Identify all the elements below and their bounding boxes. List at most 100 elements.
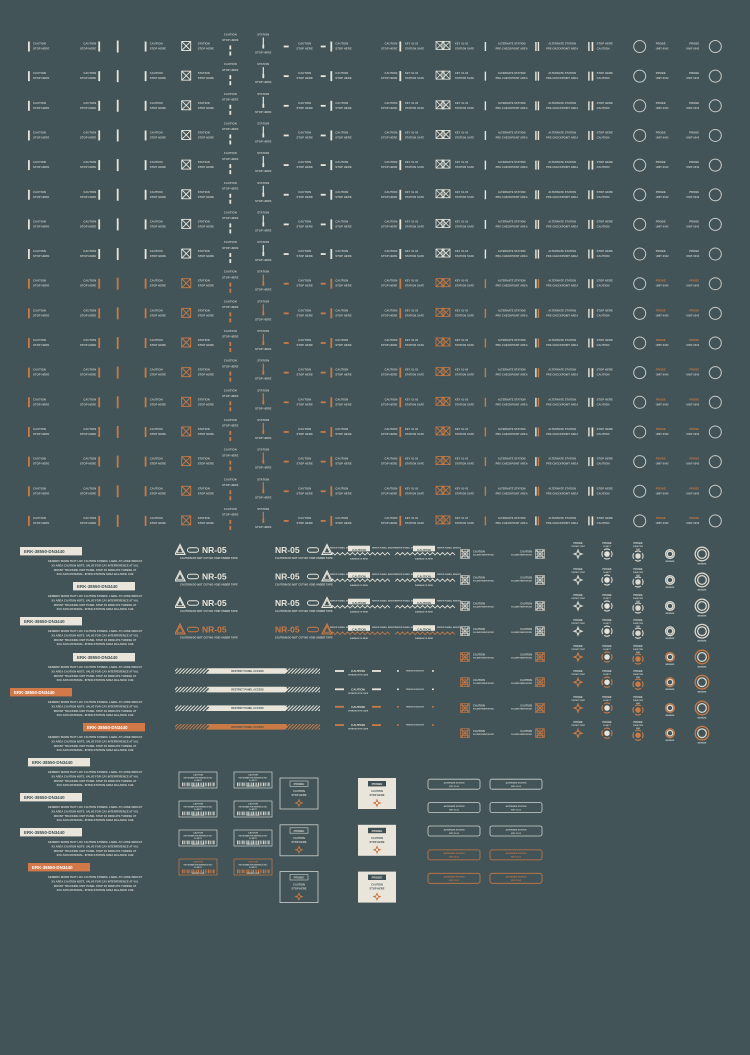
- svg-text:CAUTION: CAUTION: [83, 368, 96, 372]
- svg-text:SOLDER REINFORCED: SOLDER REINFORCED: [473, 632, 495, 634]
- svg-text:NR-05: NR-05: [275, 598, 300, 608]
- svg-text:DAMAGE IS RISK: DAMAGE IS RISK: [415, 611, 434, 614]
- svg-text:ERK-38550-DN3440: ERK-38550-DN3440: [32, 865, 73, 870]
- svg-text:PROBE: PROBE: [602, 669, 611, 673]
- svg-text:DAMAGE IS RISK: DAMAGE IS RISK: [350, 637, 369, 640]
- svg-text:KEY 01-03: KEY 01-03: [455, 339, 469, 342]
- svg-text:CAUTION: CAUTION: [597, 343, 610, 347]
- svg-text:STATION: STATION: [198, 486, 210, 490]
- svg-text:UNIT-0042: UNIT-0042: [656, 374, 669, 377]
- svg-text:PRE-CHECKPOINT AREA: PRE-CHECKPOINT AREA: [496, 255, 528, 258]
- svg-text:ALTERNATE STATION: ALTERNATE STATION: [498, 339, 526, 342]
- svg-text:STOP HERE: STOP HERE: [150, 135, 166, 139]
- svg-text:PRE-CHECKPOINT AREA: PRE-CHECKPOINT AREA: [546, 433, 578, 436]
- svg-text:KEY 01-03: KEY 01-03: [449, 880, 460, 882]
- svg-text:XX AREA CAUTION NOTE. VALVE FO: XX AREA CAUTION NOTE. VALVE FOR CAY INTE…: [51, 669, 139, 673]
- svg-text:MOUNT TRACKING UNIT PANEL STEP: MOUNT TRACKING UNIT PANEL STEP XX INDICA…: [54, 744, 137, 748]
- svg-text:ERK-38550-DN3440: ERK-38550-DN3440: [77, 584, 118, 589]
- svg-text:ALTERNATE STATION: ALTERNATE STATION: [548, 517, 576, 520]
- svg-text:STOP HERE: STOP HERE: [381, 373, 397, 377]
- svg-text:CAUTION: CAUTION: [335, 71, 348, 75]
- svg-text:STOP HERE: STOP HERE: [222, 305, 238, 309]
- svg-text:CAUTION: CAUTION: [33, 219, 46, 223]
- svg-text:CAUTION DO NOT CUT-NO VOID UND: CAUTION DO NOT CUT-NO VOID UNDER TAPE: [180, 556, 238, 560]
- svg-text:PROBE: PROBE: [656, 42, 666, 46]
- svg-text:STOP HERE: STOP HERE: [381, 47, 397, 51]
- svg-text:ALTERNATE STATION: ALTERNATE STATION: [498, 220, 526, 223]
- svg-text:STATION SAFE: STATION SAFE: [405, 314, 424, 317]
- svg-text:STATION: STATION: [257, 121, 269, 125]
- svg-text:CAUTION: CAUTION: [83, 42, 96, 46]
- svg-text:CAUTION: CAUTION: [351, 687, 365, 691]
- svg-text:STATION: STATION: [257, 210, 269, 214]
- svg-text:CAUTION: CAUTION: [224, 448, 237, 452]
- svg-text:STOP HERE: STOP HERE: [297, 313, 313, 317]
- svg-text:STOP HERE: STOP HERE: [222, 186, 238, 190]
- svg-text:VERIFIED 11-2025: VERIFIED 11-2025: [192, 873, 205, 875]
- svg-text:MOUNT TRACKING UNIT PANEL STEP: MOUNT TRACKING UNIT PANEL STEP XX INDICA…: [54, 603, 137, 607]
- svg-text:STOP HERE: STOP HERE: [335, 373, 351, 377]
- svg-text:PRE-CHECKPOINT AREA: PRE-CHECKPOINT AREA: [546, 374, 578, 377]
- svg-text:UNIT-0042: UNIT-0042: [656, 433, 669, 436]
- svg-text:KEY 01-03: KEY 01-03: [511, 880, 522, 882]
- svg-text:CAUTION: CAUTION: [473, 627, 485, 631]
- svg-text:STOP HERE: STOP HERE: [381, 402, 397, 406]
- svg-text:NR-05: NR-05: [202, 625, 227, 635]
- svg-text:CAUTION DO NOT CUT-NO VOID UND: CAUTION DO NOT CUT-NO VOID UNDER TAPE: [180, 583, 238, 587]
- svg-text:NR-05: NR-05: [202, 545, 227, 555]
- svg-text:STOP HERE: STOP HERE: [255, 466, 271, 470]
- svg-text:STATION SAFE: STATION SAFE: [405, 463, 424, 466]
- svg-text:STOP HERE: STOP HERE: [370, 793, 385, 797]
- svg-text:CAUTION: CAUTION: [417, 627, 431, 631]
- svg-text:STOP HERE: STOP HERE: [198, 373, 214, 377]
- svg-text:CAUTION: CAUTION: [384, 101, 397, 105]
- svg-text:CAUTION: CAUTION: [384, 457, 397, 461]
- svg-text:CAUTION: CAUTION: [371, 883, 383, 887]
- svg-text:STOP HERE: STOP HERE: [150, 402, 166, 406]
- svg-text:CAUTION: CAUTION: [384, 308, 397, 312]
- svg-text:CAUTION: CAUTION: [33, 368, 46, 372]
- svg-text:UNIT-0042: UNIT-0042: [656, 285, 669, 288]
- svg-text:SOLDER REINFORCED: SOLDER REINFORCED: [511, 581, 533, 583]
- svg-text:PLANE TRIG: PLANE TRIG: [633, 545, 644, 548]
- svg-text:CAUTION: CAUTION: [150, 101, 163, 105]
- svg-text:SCAN PT: SCAN PT: [603, 724, 611, 727]
- svg-text:RESTRICT PANEL ACCESS: RESTRICT PANEL ACCESS: [231, 707, 264, 710]
- svg-text:CAUTION: CAUTION: [83, 279, 96, 283]
- svg-text:CAUTION: CAUTION: [417, 601, 431, 605]
- svg-text:UNIT-0042: UNIT-0042: [686, 285, 699, 288]
- svg-text:STOP HERE: STOP HERE: [335, 165, 351, 169]
- svg-text:XXX AXIS MATERIAL. INTER-STATI: XXX AXIS MATERIAL. INTER-STATION AREA BA…: [56, 572, 133, 576]
- svg-text:PROBE: PROBE: [602, 567, 611, 571]
- svg-text:PROBE: PROBE: [656, 368, 666, 372]
- svg-text:CAUTION: CAUTION: [335, 516, 348, 520]
- svg-text:STATION SAFE: STATION SAFE: [455, 522, 474, 525]
- svg-text:CAUTION DO NOT CUT-NO VOID UND: CAUTION DO NOT CUT-NO VOID UNDER TAPE: [275, 556, 333, 560]
- svg-text:CAUTION: CAUTION: [298, 101, 311, 105]
- svg-text:PLANE TRIG: PLANE TRIG: [633, 648, 644, 651]
- svg-text:UNIT-0042: UNIT-0042: [656, 196, 669, 199]
- svg-text:PRE-CHECKPOINT AREA: PRE-CHECKPOINT AREA: [496, 48, 528, 51]
- svg-text:CAUTION: CAUTION: [384, 249, 397, 253]
- svg-text:CAUTION: CAUTION: [473, 576, 485, 580]
- svg-text:CAUTION: CAUTION: [83, 427, 96, 431]
- svg-text:SCAN PT: SCAN PT: [603, 545, 611, 548]
- svg-text:PLANE TRIG: PLANE TRIG: [633, 673, 644, 676]
- svg-text:STATION: STATION: [257, 33, 269, 37]
- svg-text:GENERIC WARN TEXT LOC CAUTION: GENERIC WARN TEXT LOC CAUTION SYMBOL LAB…: [48, 700, 143, 704]
- svg-text:CAUTION: CAUTION: [473, 602, 485, 606]
- svg-text:DAMAGE IS RISK: DAMAGE IS RISK: [415, 637, 434, 640]
- svg-text:STATION: STATION: [257, 507, 269, 511]
- svg-text:KEY 01-03: KEY 01-03: [405, 339, 419, 342]
- svg-text:KEY 01-03: KEY 01-03: [511, 857, 522, 859]
- svg-text:CAUTION: CAUTION: [33, 190, 46, 194]
- svg-text:CAUTION: CAUTION: [83, 457, 96, 461]
- svg-text:STATION SAFE: STATION SAFE: [455, 107, 474, 110]
- svg-text:ALTERNATE STATION: ALTERNATE STATION: [548, 428, 576, 431]
- svg-text:PRE-CHECKPOINT AREA: PRE-CHECKPOINT AREA: [546, 77, 578, 80]
- svg-text:STOP HERE: STOP HERE: [381, 106, 397, 110]
- svg-text:ALTERNATE STATION: ALTERNATE STATION: [444, 828, 465, 831]
- svg-text:ALTERNATE STATION: ALTERNATE STATION: [548, 43, 576, 46]
- svg-text:PROBE: PROBE: [689, 427, 699, 431]
- svg-text:SCAN PT: SCAN PT: [603, 699, 611, 702]
